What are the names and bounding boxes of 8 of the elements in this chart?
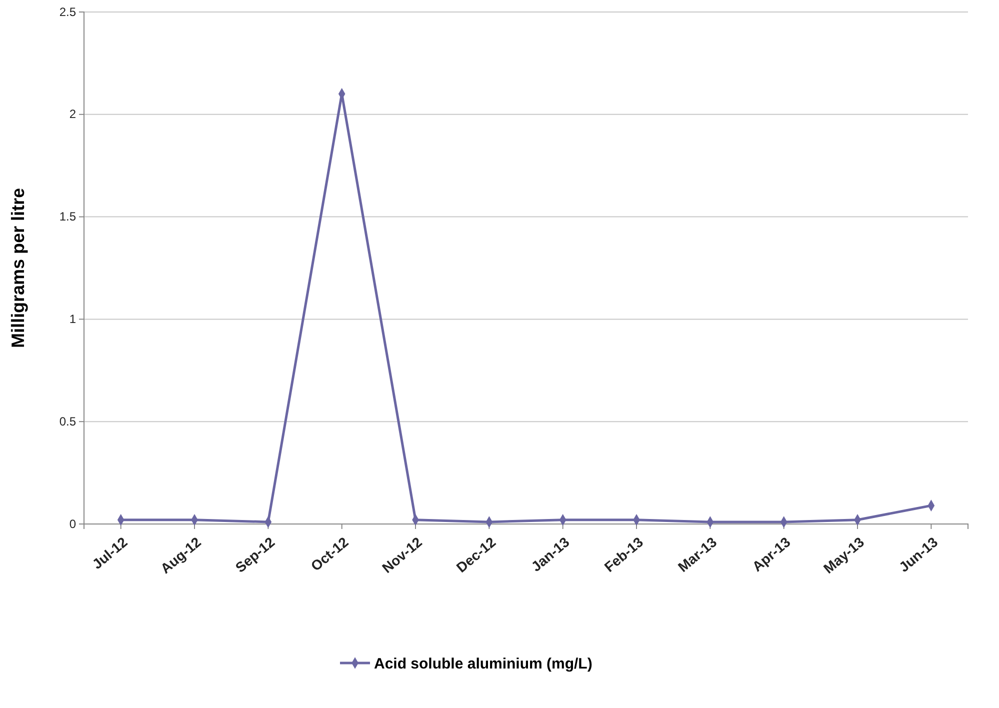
y-tick-label: 0 xyxy=(69,516,76,531)
y-tick-label: 0.5 xyxy=(59,414,76,428)
y-tick-label: 2.5 xyxy=(59,4,76,19)
y-tick-label: 2 xyxy=(69,107,76,122)
y-tick-label: 1.5 xyxy=(59,210,76,224)
legend-label: Acid soluble aluminium (mg/L) xyxy=(374,655,592,672)
y-tick-label: 1 xyxy=(69,312,76,326)
y-axis-title: Milligrams per litre xyxy=(8,188,28,348)
